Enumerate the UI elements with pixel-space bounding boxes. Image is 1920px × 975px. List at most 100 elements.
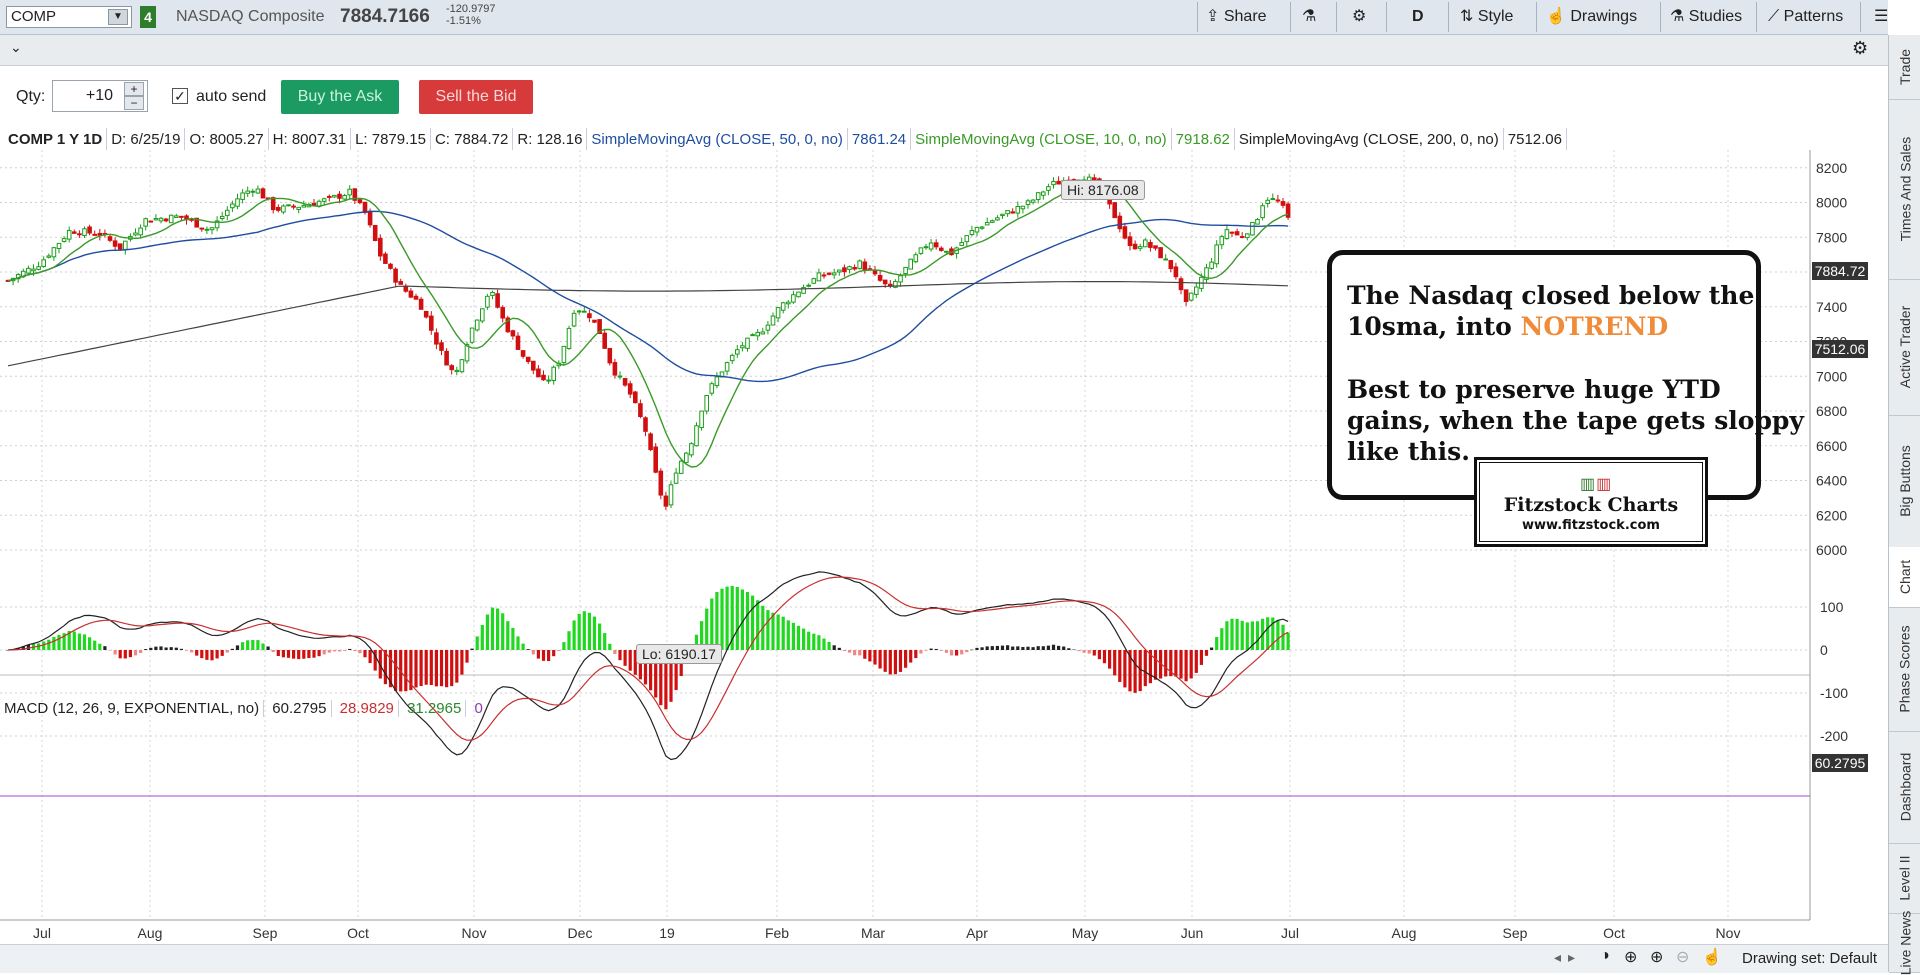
macd-bar-positive (1210, 647, 1214, 650)
symbol-input[interactable]: COMP (6, 6, 132, 28)
candle-up (225, 209, 230, 216)
macd-bar-positive (490, 607, 495, 650)
tab-times-and-sales[interactable]: Times And Sales (1889, 99, 1920, 280)
buy-the-ask-button[interactable]: Buy the Ask (281, 80, 399, 114)
candle-up (806, 284, 812, 287)
candle-down (87, 226, 92, 234)
share-button[interactable]: ⇪ Share (1206, 0, 1267, 34)
candle-up (1270, 198, 1276, 201)
candle-down (877, 275, 883, 281)
macd-bar-negative (1169, 650, 1173, 677)
candle-down (633, 391, 638, 404)
candle-down (643, 417, 648, 432)
macd-bar-negative (1199, 650, 1203, 665)
candle-up (760, 331, 766, 335)
macd-bar-negative (868, 650, 872, 662)
macd-bar-positive (246, 640, 250, 650)
tab-phase-scores[interactable]: Phase Scores (1889, 607, 1920, 732)
macd-label[interactable]: MACD (12, 26, 9, EXPONENTIAL, no) (4, 700, 265, 717)
style-button[interactable]: ⇅ Style (1460, 0, 1513, 34)
candle-down (939, 247, 944, 251)
candle-up (1245, 233, 1250, 239)
chevron-down-icon[interactable]: ⌄ (10, 39, 22, 55)
macd-bar-negative (1194, 650, 1198, 673)
net-change: -120.9797 (446, 3, 496, 15)
timeframe-button[interactable]: D (1412, 8, 1424, 25)
macd-bar-negative (445, 650, 449, 688)
sma200-label[interactable]: SimpleMovingAvg (CLOSE, 200, 0, no) (1235, 128, 1504, 152)
drawings-button[interactable]: ☝ Drawings (1546, 0, 1637, 34)
macd-tick-label: -100 (1820, 685, 1848, 701)
macd-bar-positive (603, 633, 607, 650)
gear-icon[interactable]: ⚙ (1352, 8, 1367, 25)
macd-bar-positive (802, 628, 806, 650)
candle-down (612, 362, 618, 376)
candle-down (648, 433, 653, 451)
chart-header: COMP 1 Y 1D D: 6/25/19 O: 8005.27 H: 8007.3… (4, 128, 1567, 152)
time-tick-label: Oct (1603, 925, 1625, 941)
qty-decrement-button[interactable]: − (124, 96, 144, 110)
candle-up (1255, 218, 1260, 225)
candle-down (408, 290, 414, 298)
candle-down (449, 365, 454, 371)
drawing-set-label[interactable]: Drawing set: Default (1742, 950, 1878, 967)
tab-chart[interactable]: Chart (1889, 547, 1920, 608)
candle-up (745, 337, 750, 349)
tab-trade[interactable]: Trade (1889, 35, 1920, 100)
macd-bar-positive (1266, 617, 1270, 650)
price-tick-label: 6800 (1816, 403, 1847, 419)
time-tick-label: Mar (861, 925, 885, 941)
candle-up (959, 242, 965, 246)
toolbar-separator (1860, 2, 1861, 32)
candle-down (362, 201, 368, 214)
macd-bar-positive (179, 648, 183, 650)
macd-bar-negative (281, 650, 285, 658)
sma50-label[interactable]: SimpleMovingAvg (CLOSE, 50, 0, no) (587, 128, 848, 152)
scroll-left-icon[interactable]: ◂ (1554, 949, 1562, 965)
candle-up (204, 228, 210, 231)
symbol-dropdown-button[interactable]: ▼ (108, 9, 128, 25)
candle-up (908, 258, 914, 270)
macd-bar-positive (786, 620, 790, 650)
qty-increment-button[interactable]: + (124, 82, 144, 96)
candle-down (1117, 215, 1123, 230)
tab-level-ii[interactable]: Level II (1889, 843, 1920, 914)
last-price: 7884.7166 (340, 6, 430, 27)
crosshair-icon[interactable]: ⊕ (1624, 949, 1638, 966)
sell-the-bid-button[interactable]: Sell the Bid (419, 80, 533, 114)
sma10-label[interactable]: SimpleMovingAvg (CLOSE, 10, 0, no) (911, 128, 1172, 152)
macd-bar-positive (88, 637, 92, 650)
macd-bar-positive (1255, 621, 1260, 650)
candle-up (780, 302, 786, 311)
patterns-button[interactable]: ⟋ Patterns (1768, 0, 1843, 34)
menu-icon[interactable]: ☰ (1874, 8, 1889, 25)
macd-bar-negative (664, 650, 668, 710)
scroll-right-icon[interactable]: ▸ (1568, 949, 1576, 965)
macd-bar-negative (429, 650, 433, 686)
macd-bar-negative (898, 650, 903, 672)
candle-up (903, 266, 908, 275)
zoom-in-icon[interactable]: ⊕ (1650, 949, 1664, 966)
zoom-out-icon[interactable]: ⊖ (1676, 949, 1690, 966)
flask-icon[interactable]: ⚗ (1302, 8, 1317, 25)
macd-bar-negative (1113, 650, 1117, 676)
macd-bar-negative (669, 650, 673, 702)
studies-button[interactable]: ⚗ Studies (1670, 0, 1742, 34)
pan-hand-icon[interactable]: ☝ (1702, 949, 1722, 966)
qty-label: Qty: (16, 88, 46, 105)
share-label: Share (1223, 8, 1267, 25)
macd-bar-negative (1108, 650, 1112, 669)
qty-input[interactable]: +10 (52, 80, 148, 112)
candle-up (714, 376, 720, 387)
auto-send-checkbox[interactable]: ✓ (172, 88, 188, 104)
expand-icon[interactable]: ◑ (1600, 947, 1610, 964)
gear-icon[interactable]: ⚙ (1852, 38, 1869, 58)
tab-big-buttons[interactable]: Big Buttons (1889, 415, 1920, 548)
macd-bar-positive (1240, 620, 1244, 650)
macd-bar-negative (205, 650, 209, 660)
tab-live-news[interactable]: Live News (1889, 910, 1920, 975)
tab-dashboard[interactable]: Dashboard (1889, 731, 1920, 844)
tab-active-trader[interactable]: Active Trader (1889, 279, 1920, 416)
link-group-badge[interactable]: 4 (140, 6, 156, 28)
macd-bar-positive (1062, 646, 1066, 650)
